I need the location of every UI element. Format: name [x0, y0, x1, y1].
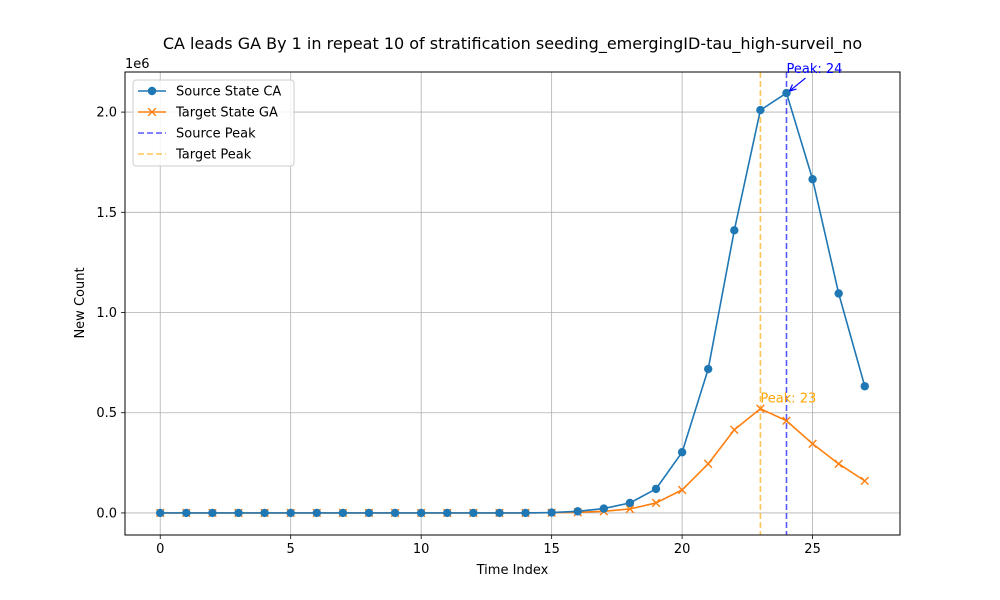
legend: Source State CA Target State GA Source Pea… — [132, 79, 295, 167]
x-tick-label: 15 — [543, 542, 560, 557]
legend-label: Source Peak — [176, 127, 256, 142]
data-point — [704, 364, 713, 374]
legend-marker — [147, 86, 157, 96]
data-point — [677, 448, 687, 457]
data-point — [834, 289, 843, 298]
data-point — [730, 226, 739, 235]
data-point — [625, 498, 635, 508]
peak-lines — [759, 72, 788, 535]
data-point — [860, 476, 870, 486]
y-tick-label: 1.5 — [96, 206, 117, 221]
y-tick-label: 2.0 — [96, 106, 117, 121]
data-point — [599, 504, 609, 513]
chart-title: CA leads GA By 1 in repeat 10 of stratif… — [163, 34, 862, 54]
legend-entry: Source State CA — [138, 85, 281, 100]
annotation-arrow-head — [788, 84, 797, 92]
data-point — [651, 498, 661, 508]
data-point — [860, 382, 869, 391]
series — [156, 88, 869, 518]
data-point — [677, 485, 687, 495]
data-point — [625, 504, 635, 514]
data-point — [156, 508, 165, 518]
peak-annotation: Peak: 23 — [760, 392, 816, 407]
y-tick-label: 0.0 — [96, 506, 117, 521]
x-tick-label: 10 — [413, 542, 430, 557]
data-point — [521, 508, 530, 518]
data-point — [573, 507, 582, 516]
data-point — [651, 484, 661, 494]
data-point — [364, 508, 374, 518]
data-point — [208, 508, 217, 518]
legend-entry: Target State GA — [138, 106, 278, 121]
data-point — [338, 508, 348, 518]
x-tick-label: 5 — [287, 542, 295, 557]
data-point — [808, 175, 817, 184]
legend-marker — [147, 107, 157, 117]
data-point — [703, 459, 713, 469]
y-tick-label: 0.5 — [96, 406, 117, 421]
legend-entry: Target Peak — [138, 148, 252, 163]
data-point — [312, 508, 321, 518]
data-point — [756, 404, 765, 414]
series — [155, 404, 870, 518]
legend-entry: Source Peak — [138, 127, 256, 142]
data-point — [808, 439, 817, 449]
legend-label: Source State CA — [176, 85, 281, 100]
y-axis-label: New Count — [73, 267, 88, 338]
data-point — [495, 508, 504, 518]
legend-label: Target Peak — [175, 148, 252, 163]
data-point — [547, 508, 556, 517]
x-tick-label: 0 — [156, 542, 164, 557]
data-point — [834, 459, 843, 469]
series-line — [160, 407, 866, 514]
data-point — [182, 508, 191, 518]
series-line — [160, 92, 866, 514]
axis-ticks: 0 5 10 15 20 25 0.0 0.5 1.0 1.5 2.0 — [96, 106, 821, 557]
legend-frame — [132, 79, 295, 167]
y-tick-label: 1.0 — [96, 306, 117, 321]
annotation-arrow — [789, 77, 806, 92]
y-offset-label: 1e6 — [125, 57, 150, 72]
peak-annotation: Peak: 24 — [786, 62, 842, 77]
data-point — [234, 508, 243, 518]
x-tick-label: 20 — [674, 542, 691, 557]
data-point — [782, 88, 791, 98]
data-point — [443, 508, 452, 518]
x-axis-label: Time Index — [476, 563, 549, 578]
annotations: Peak: 24 Peak: 23 — [760, 62, 842, 407]
x-tick-label: 25 — [804, 542, 821, 557]
data-point — [260, 508, 269, 518]
series-group — [155, 88, 870, 518]
data-point — [469, 508, 478, 518]
data-point — [730, 425, 739, 435]
data-point — [756, 105, 765, 115]
data-point — [416, 508, 426, 518]
axes-frame — [124, 71, 901, 536]
data-point — [782, 416, 791, 426]
legend-label: Target State GA — [175, 106, 278, 121]
data-point — [286, 508, 295, 518]
data-point — [390, 508, 400, 518]
